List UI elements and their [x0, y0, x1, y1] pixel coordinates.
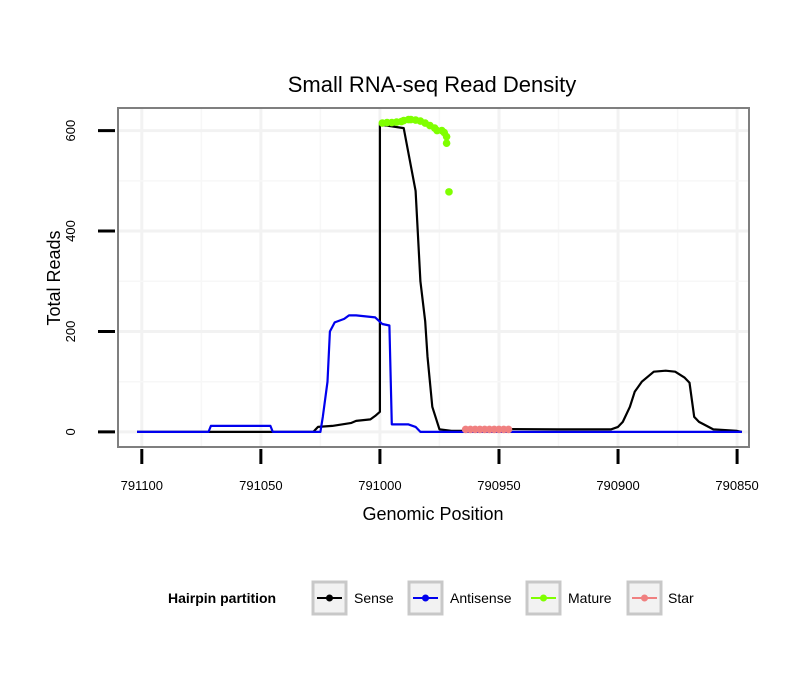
legend: Hairpin partition Sense Antisense Mature St… — [168, 580, 694, 616]
x-axis-title: Genomic Position — [362, 504, 503, 524]
series-star-point — [504, 425, 513, 434]
x-tick-label: 790850 — [715, 478, 758, 493]
axes: 791100 791050 791000 790950 790900 790850 0 200… — [63, 120, 759, 493]
y-tick-label: 600 — [63, 120, 78, 142]
legend-key-point — [540, 594, 547, 602]
legend-title: Hairpin partition — [168, 590, 276, 606]
series-mature-point — [445, 188, 453, 196]
series-antisense-line — [137, 314, 742, 433]
series-layer — [137, 115, 743, 434]
legend-key-point — [641, 594, 648, 602]
y-tick-label: 200 — [63, 321, 78, 343]
x-tick-label: 791000 — [358, 478, 401, 493]
legend-key-point — [326, 594, 333, 602]
x-tick-label: 790950 — [477, 478, 520, 493]
legend-label-sense: Sense — [354, 590, 394, 606]
series-mature-point — [442, 139, 451, 147]
legend-key-point — [422, 594, 429, 602]
plot-panel-border — [117, 107, 750, 448]
y-axis-title: Total Reads — [44, 230, 64, 325]
chart-title: Small RNA-seq Read Density — [288, 72, 577, 97]
x-tick-label: 791050 — [239, 478, 282, 493]
legend-label-star: Star — [668, 590, 694, 606]
series-mature-point — [442, 132, 451, 141]
x-tick-label: 790900 — [596, 478, 639, 493]
y-tick-label: 0 — [63, 428, 78, 435]
legend-label-mature: Mature — [568, 590, 612, 606]
grid — [118, 108, 749, 447]
legend-label-antisense: Antisense — [450, 590, 512, 606]
y-tick-label: 400 — [63, 220, 78, 242]
x-tick-label: 791100 — [121, 478, 163, 493]
